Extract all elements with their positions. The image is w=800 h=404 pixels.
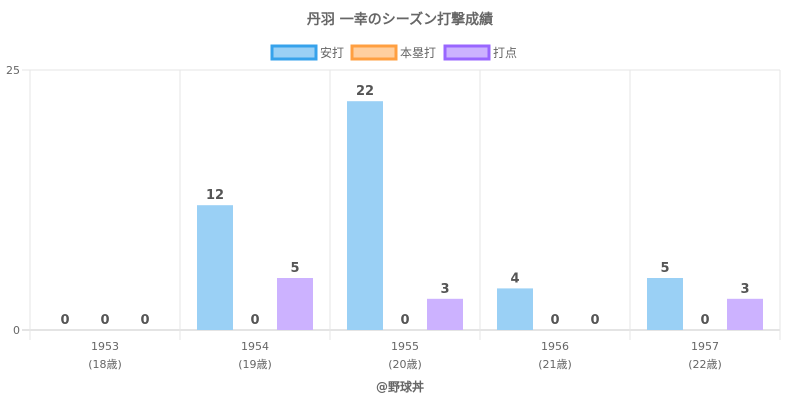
bar-打点-1954 bbox=[277, 278, 313, 330]
data-label: 12 bbox=[206, 188, 224, 203]
data-label: 0 bbox=[60, 313, 69, 328]
legend-swatch-1 bbox=[350, 44, 398, 61]
bar-打点-1957 bbox=[727, 298, 763, 330]
data-label: 0 bbox=[140, 313, 149, 328]
data-label: 5 bbox=[660, 261, 669, 276]
x-tick-label: 1955 bbox=[391, 340, 419, 353]
x-tick-sublabel: (21歳) bbox=[538, 358, 572, 371]
legend-label-1: 本塁打 bbox=[400, 46, 436, 60]
y-tick-label: 25 bbox=[6, 64, 20, 77]
chart-title: 丹羽 一幸のシーズン打撃成績 bbox=[307, 11, 493, 28]
x-tick-sublabel: (20歳) bbox=[388, 358, 422, 371]
bar-安打-1956 bbox=[497, 288, 533, 330]
x-tick-label: 1957 bbox=[691, 340, 719, 353]
x-tick-label: 1953 bbox=[91, 340, 119, 353]
legend-label-2: 打点 bbox=[493, 46, 517, 60]
x-tick-sublabel: (22歳) bbox=[688, 358, 722, 371]
y-tick-label: 0 bbox=[13, 324, 20, 337]
data-label: 0 bbox=[400, 313, 409, 328]
data-label: 5 bbox=[290, 261, 299, 276]
bar-安打-1954 bbox=[197, 205, 233, 330]
data-label: 0 bbox=[700, 313, 709, 328]
data-label: 3 bbox=[440, 282, 449, 297]
bar-安打-1955 bbox=[347, 101, 383, 330]
data-label: 3 bbox=[740, 282, 749, 297]
bar-安打-1957 bbox=[647, 278, 683, 330]
data-label: 0 bbox=[250, 313, 259, 328]
data-label: 0 bbox=[550, 313, 559, 328]
data-label: 4 bbox=[510, 271, 519, 286]
x-tick-label: 1954 bbox=[241, 340, 269, 353]
data-label: 22 bbox=[356, 84, 374, 99]
x-tick-label: 1956 bbox=[541, 340, 569, 353]
data-label: 0 bbox=[590, 313, 599, 328]
legend-swatch-0 bbox=[270, 44, 318, 61]
x-tick-sublabel: (18歳) bbox=[88, 358, 122, 371]
legend-swatch-2 bbox=[443, 44, 491, 61]
x-axis-label: @野球丼 bbox=[376, 379, 424, 394]
legend-label-0: 安打 bbox=[320, 45, 344, 60]
x-tick-sublabel: (19歳) bbox=[238, 358, 272, 371]
bar-打点-1955 bbox=[427, 298, 463, 330]
data-label: 0 bbox=[100, 313, 109, 328]
